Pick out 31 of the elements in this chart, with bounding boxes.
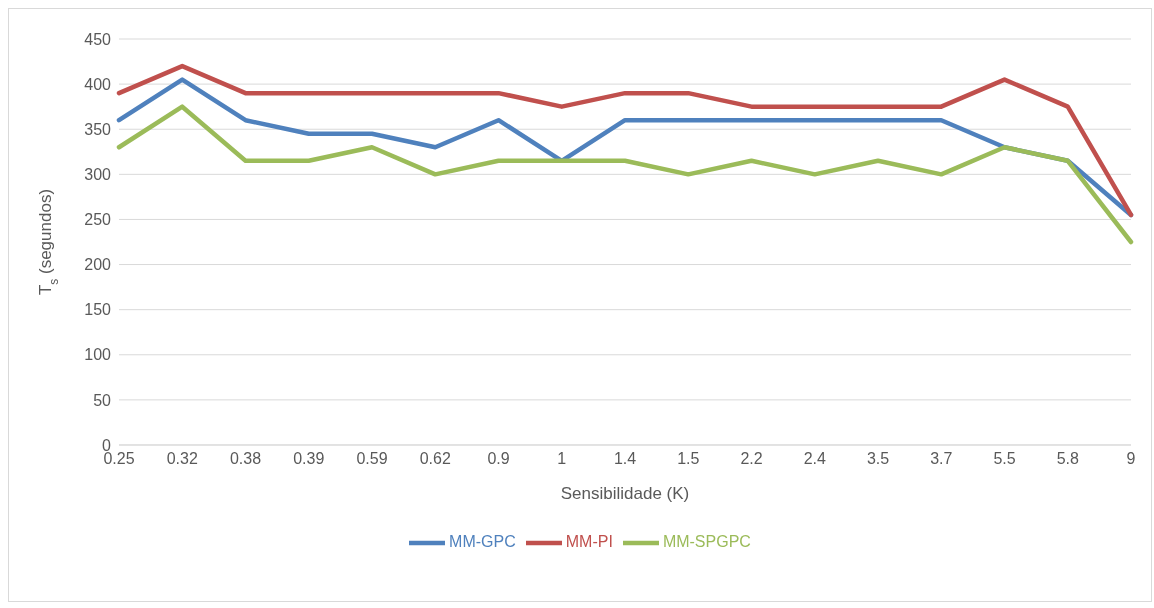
legend-label: MM-SPGPC xyxy=(662,533,751,551)
x-tick-label: 1 xyxy=(557,450,567,468)
x-tick-label: 1.5 xyxy=(677,450,700,468)
x-tick-label: 0.25 xyxy=(103,450,135,468)
x-tick-label: 5.5 xyxy=(993,450,1016,468)
x-tick-label: 0.38 xyxy=(229,450,262,468)
legend-label: MM-PI xyxy=(565,533,613,551)
y-tick-label: 350 xyxy=(84,120,112,138)
x-axis-title: Sensibilidade (K) xyxy=(560,484,690,504)
y-tick-label: 400 xyxy=(84,75,112,93)
x-tick-label: 2.2 xyxy=(740,450,763,468)
x-tick-label: 2.4 xyxy=(803,450,826,468)
y-tick-label: 150 xyxy=(84,301,112,319)
y-tick-label: 200 xyxy=(84,256,112,274)
x-tick-label: 5.8 xyxy=(1056,450,1079,468)
x-tick-label: 0.32 xyxy=(166,450,198,468)
x-tick-label: 0.59 xyxy=(356,450,388,468)
y-tick-label: 450 xyxy=(84,30,112,48)
x-tick-label: 0.9 xyxy=(487,450,510,468)
legend-label: MM-GPC xyxy=(449,533,516,551)
x-tick-label: 0.39 xyxy=(293,450,325,468)
x-tick-label: 3.7 xyxy=(930,450,953,468)
y-tick-label: 300 xyxy=(84,166,112,184)
x-tick-label: 0.62 xyxy=(419,450,451,468)
y-tick-label: 250 xyxy=(84,211,112,229)
x-tick-label: 9 xyxy=(1126,450,1136,468)
y-tick-label: 100 xyxy=(84,346,112,364)
line-series xyxy=(116,104,1134,245)
x-tick-label: 1.4 xyxy=(613,450,637,468)
y-tick-label: 50 xyxy=(93,391,112,409)
x-tick-label: 3.5 xyxy=(866,450,890,468)
